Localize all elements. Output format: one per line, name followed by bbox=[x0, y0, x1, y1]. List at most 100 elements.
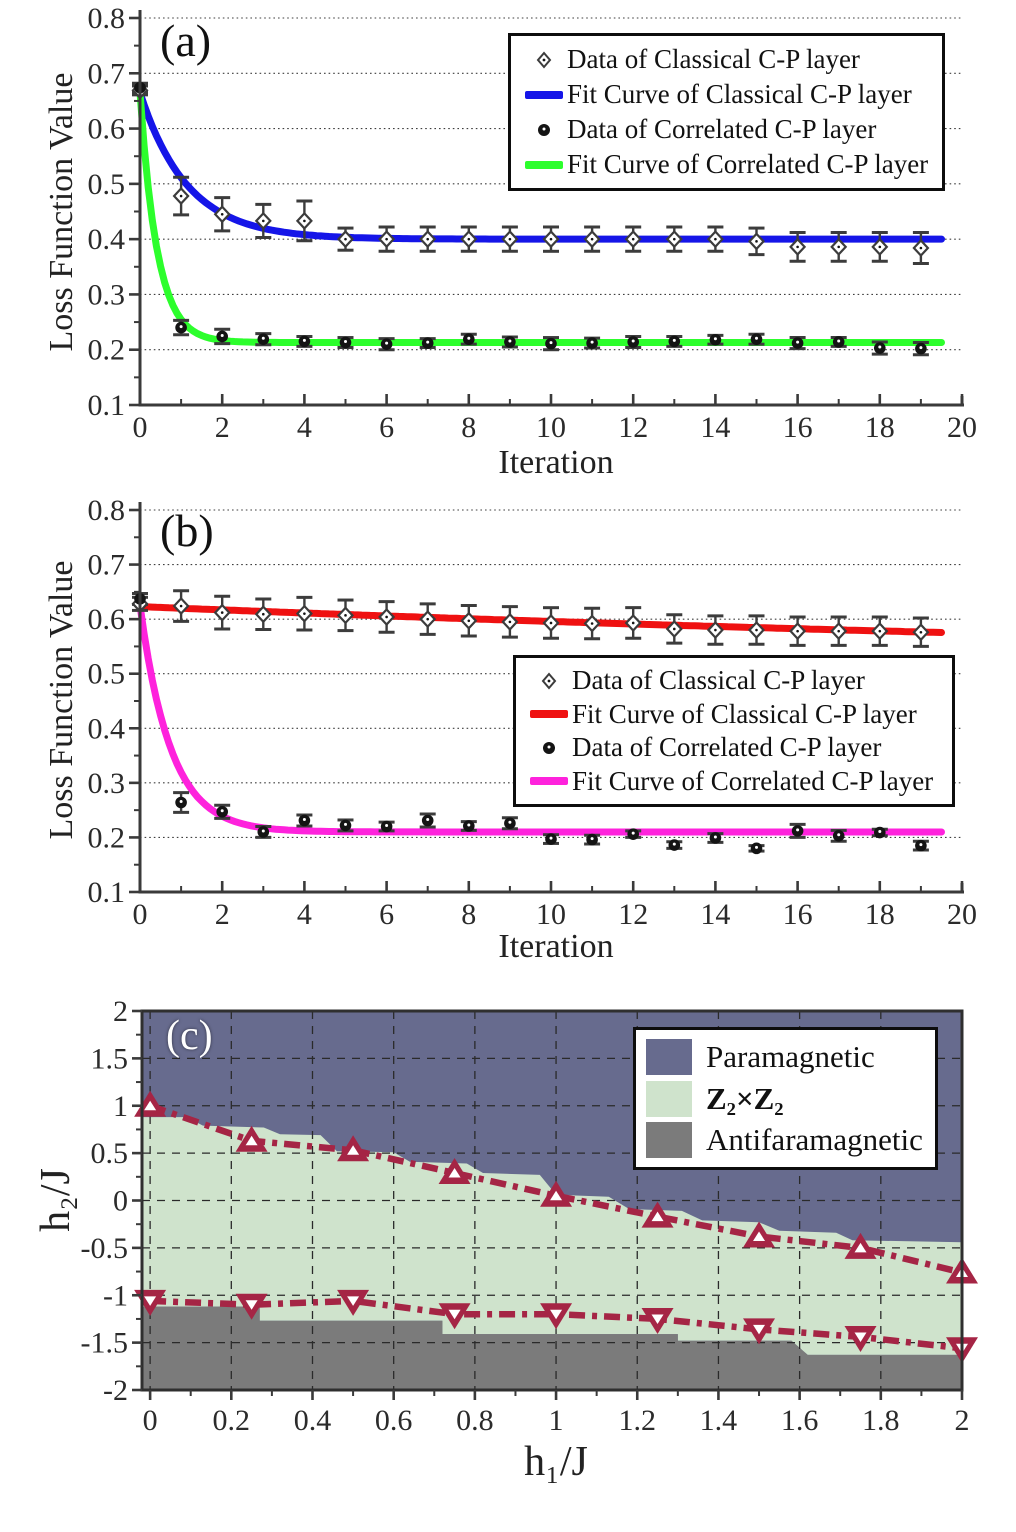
svg-text:14: 14 bbox=[700, 411, 730, 444]
green-line-icon bbox=[521, 160, 567, 170]
svg-text:2: 2 bbox=[113, 995, 128, 1028]
svg-text:20: 20 bbox=[947, 898, 977, 931]
legend-item: Paramagnetic bbox=[646, 1036, 925, 1078]
svg-text:8: 8 bbox=[461, 411, 476, 444]
svg-text:0.5: 0.5 bbox=[88, 658, 126, 691]
magenta-line-icon bbox=[526, 776, 572, 786]
svg-text:0.1: 0.1 bbox=[88, 389, 126, 422]
svg-text:18: 18 bbox=[865, 411, 895, 444]
panel-c-label: (c) bbox=[166, 1013, 213, 1059]
panel-b-x-axis-title: Iteration bbox=[498, 928, 614, 965]
panel-b-y-axis-title: Loss Function Value bbox=[43, 560, 80, 840]
svg-text:0.1: 0.1 bbox=[88, 876, 126, 909]
svg-text:12: 12 bbox=[618, 898, 648, 931]
legend-item: Fit Curve of Classical C-P layer bbox=[526, 698, 942, 732]
svg-text:2: 2 bbox=[955, 1404, 970, 1437]
legend-label: Paramagnetic bbox=[706, 1038, 875, 1074]
svg-text:0.4: 0.4 bbox=[88, 223, 126, 256]
legend-label: Fit Curve of Classical C-P layer bbox=[572, 698, 917, 729]
legend-panel-c: Paramagnetic Z₂×Z₂ Antifaramagnetic bbox=[633, 1027, 938, 1170]
svg-text:0.2: 0.2 bbox=[88, 821, 126, 854]
panel-a-y-axis-title: Loss Function Value bbox=[43, 72, 80, 352]
svg-text:0.2: 0.2 bbox=[213, 1404, 251, 1437]
svg-text:0.5: 0.5 bbox=[91, 1137, 129, 1170]
legend-label: Data of Classical C-P layer bbox=[567, 44, 860, 74]
panel-a-label: (a) bbox=[160, 15, 212, 66]
svg-text:10: 10 bbox=[536, 898, 566, 931]
svg-text:16: 16 bbox=[783, 411, 813, 444]
svg-text:0.8: 0.8 bbox=[456, 1404, 494, 1437]
svg-text:0.6: 0.6 bbox=[375, 1404, 413, 1437]
legend-label: Fit Curve of Classical C-P layer bbox=[567, 79, 912, 109]
legend-label: Data of Correlated C-P layer bbox=[567, 114, 877, 144]
svg-text:0.8: 0.8 bbox=[88, 2, 126, 35]
svg-text:0.7: 0.7 bbox=[88, 549, 126, 582]
legend-label: Fit Curve of Correlated C-P layer bbox=[572, 765, 934, 796]
svg-text:1.8: 1.8 bbox=[862, 1404, 900, 1437]
legend-label: Antifaramagnetic bbox=[706, 1122, 923, 1158]
open-diamond-icon bbox=[521, 49, 567, 71]
svg-text:0.3: 0.3 bbox=[88, 278, 126, 311]
svg-text:4: 4 bbox=[297, 898, 312, 931]
legend-item: Data of Correlated C-P layer bbox=[521, 112, 932, 147]
svg-text:0: 0 bbox=[143, 1404, 158, 1437]
svg-text:4: 4 bbox=[297, 411, 312, 444]
svg-text:0: 0 bbox=[133, 898, 148, 931]
svg-text:-1.5: -1.5 bbox=[81, 1327, 129, 1360]
svg-text:1.5: 1.5 bbox=[91, 1042, 129, 1075]
legend-label: Z₂×Z₂ bbox=[706, 1080, 784, 1116]
red-line-icon bbox=[526, 709, 572, 719]
legend-item: Data of Classical C-P layer bbox=[521, 42, 932, 77]
svg-text:0.4: 0.4 bbox=[294, 1404, 332, 1437]
svg-text:0.6: 0.6 bbox=[88, 603, 126, 636]
legend-item: Fit Curve of Correlated C-P layer bbox=[526, 765, 942, 799]
svg-text:0.6: 0.6 bbox=[88, 113, 126, 146]
svg-text:18: 18 bbox=[865, 898, 895, 931]
svg-text:0.4: 0.4 bbox=[88, 712, 126, 745]
antiferromagnetic-swatch bbox=[646, 1122, 706, 1159]
legend-panel-a: Data of Classical C-P layer Fit Curve of… bbox=[508, 33, 945, 191]
svg-text:0: 0 bbox=[113, 1185, 128, 1218]
svg-text:1: 1 bbox=[113, 1090, 128, 1123]
svg-text:-1: -1 bbox=[103, 1279, 128, 1312]
panel-b-label: (b) bbox=[160, 505, 214, 556]
svg-text:1: 1 bbox=[549, 1404, 564, 1437]
svg-text:0: 0 bbox=[133, 411, 148, 444]
panel-c-y-axis-title: h₂/J bbox=[33, 1168, 79, 1232]
svg-text:-0.5: -0.5 bbox=[81, 1232, 129, 1265]
svg-text:0.8: 0.8 bbox=[88, 494, 126, 527]
svg-text:10: 10 bbox=[536, 411, 566, 444]
legend-item: Z₂×Z₂ bbox=[646, 1078, 925, 1120]
svg-text:16: 16 bbox=[783, 898, 813, 931]
legend-label: Data of Classical C-P layer bbox=[572, 665, 865, 696]
filled-circle-icon bbox=[521, 119, 567, 141]
legend-item: Antifaramagnetic bbox=[646, 1119, 925, 1161]
legend-item: Data of Correlated C-P layer bbox=[526, 731, 942, 765]
svg-text:12: 12 bbox=[618, 411, 648, 444]
svg-text:0.7: 0.7 bbox=[88, 57, 126, 90]
panel-a-x-axis-title: Iteration bbox=[498, 444, 614, 481]
svg-text:6: 6 bbox=[379, 411, 394, 444]
z2xz2-swatch bbox=[646, 1080, 706, 1117]
svg-text:0.2: 0.2 bbox=[88, 334, 126, 367]
svg-text:2: 2 bbox=[215, 411, 230, 444]
svg-text:1.4: 1.4 bbox=[700, 1404, 738, 1437]
legend-panel-b: Data of Classical C-P layer Fit Curve of… bbox=[513, 655, 955, 807]
svg-text:6: 6 bbox=[379, 898, 394, 931]
svg-text:1.6: 1.6 bbox=[781, 1404, 819, 1437]
legend-item: Fit Curve of Correlated C-P layer bbox=[521, 147, 932, 182]
svg-text:-2: -2 bbox=[103, 1374, 128, 1407]
legend-label: Data of Correlated C-P layer bbox=[572, 732, 882, 763]
legend-label: Fit Curve of Correlated C-P layer bbox=[567, 149, 929, 179]
svg-text:20: 20 bbox=[947, 411, 977, 444]
svg-text:1.2: 1.2 bbox=[618, 1404, 656, 1437]
blue-line-icon bbox=[521, 90, 567, 100]
legend-item: Fit Curve of Classical C-P layer bbox=[521, 77, 932, 112]
panel-c-x-axis-title: h₁/J bbox=[524, 1439, 588, 1485]
svg-text:0.3: 0.3 bbox=[88, 767, 126, 800]
svg-text:2: 2 bbox=[215, 898, 230, 931]
svg-text:14: 14 bbox=[700, 898, 730, 931]
paramagnetic-swatch bbox=[646, 1038, 706, 1075]
svg-text:8: 8 bbox=[461, 898, 476, 931]
